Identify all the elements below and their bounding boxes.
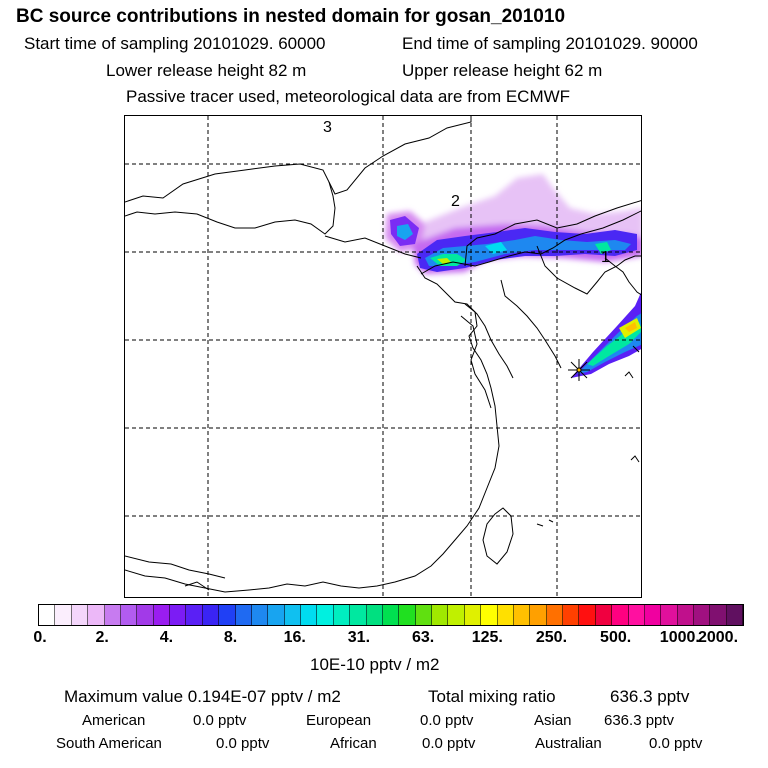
colorbar-tick-label: 16. <box>283 629 306 646</box>
colorbar-segment <box>219 605 236 625</box>
source-value-european: 0.0 pptv <box>420 712 474 729</box>
colorbar-segment <box>55 605 72 625</box>
map-panel: 3 2 1 <box>124 115 642 598</box>
colorbar-segment <box>235 605 252 625</box>
map-canvas: 3 2 1 <box>125 116 641 597</box>
colorbar-segment <box>677 605 694 625</box>
total-mixing-label: Total mixing ratio <box>428 687 556 706</box>
source-name-european: European <box>306 712 372 729</box>
source-name-australian: Australian <box>535 735 602 752</box>
colorbar-segment <box>268 605 285 625</box>
start-time-label: Start time of sampling 20101029. 60000 <box>24 34 326 53</box>
region-label-3: 3 <box>323 119 332 136</box>
colorbar-tick-label: 4. <box>159 629 174 646</box>
colorbar-segment <box>661 605 678 625</box>
colorbar-segment <box>579 605 596 625</box>
colorbar <box>38 604 744 626</box>
colorbar-segment <box>104 605 121 625</box>
colorbar-segment <box>628 605 645 625</box>
colorbar-tick-label: 8. <box>223 629 238 646</box>
colorbar-segment <box>366 605 383 625</box>
colorbar-segment <box>694 605 711 625</box>
coastal-plume <box>571 292 641 378</box>
colorbar-tick-label: 250. <box>535 629 568 646</box>
colorbar-segment <box>563 605 580 625</box>
plume-core <box>390 216 637 272</box>
colorbar-segment <box>153 605 170 625</box>
colorbar-tick-label: 2000. <box>697 629 739 646</box>
colorbar-segment <box>464 605 482 625</box>
colorbar-segment <box>448 605 465 625</box>
colorbar-segment <box>710 605 727 625</box>
colorbar-segment <box>350 605 367 625</box>
colorbar-segment <box>251 605 269 625</box>
end-time-label: End time of sampling 20101029. 90000 <box>402 34 698 53</box>
colorbar-tick-label: 2. <box>95 629 109 646</box>
total-mixing-value: 636.3 pptv <box>610 687 690 706</box>
region-label-1: 1 <box>601 249 610 266</box>
colorbar-tick-label: 0. <box>33 629 47 646</box>
colorbar-segment <box>513 605 531 625</box>
source-name-american: American <box>82 712 146 729</box>
colorbar-segment <box>595 605 613 625</box>
colorbar-segment <box>399 605 416 625</box>
colorbar-segment <box>382 605 400 625</box>
colorbar-segment <box>202 605 220 625</box>
colorbar-segment <box>432 605 449 625</box>
chart-title: BC source contributions in nested domain… <box>16 6 566 27</box>
colorbar-segment <box>644 605 662 625</box>
colorbar-tick-label: 1000. <box>659 629 700 646</box>
source-value-american: 0.0 pptv <box>193 712 247 729</box>
colorbar-segment <box>170 605 187 625</box>
source-value-african: 0.0 pptv <box>422 735 476 752</box>
receptor-star-icon <box>568 359 590 381</box>
region-label-2: 2 <box>451 193 460 210</box>
colorbar-segment <box>530 605 547 625</box>
colorbar-segment <box>612 605 629 625</box>
colorbar-segment <box>317 605 334 625</box>
colorbar-segment <box>120 605 138 625</box>
source-name-asian: Asian <box>534 712 572 729</box>
tracer-note: Passive tracer used, meteorological data… <box>126 87 571 106</box>
source-value-asian: 636.3 pptv <box>604 712 675 729</box>
colorbar-segment <box>137 605 154 625</box>
colorbar-tick-label: 63. <box>411 629 435 646</box>
colorbar-segment <box>726 605 744 625</box>
max-value-label: Maximum value 0.194E-07 pptv / m2 <box>64 687 341 706</box>
lower-release-label: Lower release height 82 m <box>106 61 307 80</box>
colorbar-segment <box>546 605 563 625</box>
colorbar-segment <box>71 605 89 625</box>
colorbar-segment <box>333 605 351 625</box>
source-value-australian: 0.0 pptv <box>649 735 703 752</box>
upper-release-label: Upper release height 62 m <box>402 61 603 80</box>
colorbar-segment <box>186 605 203 625</box>
colorbar-segment <box>284 605 301 625</box>
colorbar-segment <box>497 605 514 625</box>
colorbar-tick-label: 500. <box>600 629 632 646</box>
colorbar-segment <box>39 605 56 625</box>
grid-lines <box>125 116 641 597</box>
colorbar-segment <box>481 605 498 625</box>
colorbar-tick-label: 31. <box>347 629 371 646</box>
colorbar-segment <box>88 605 105 625</box>
colorbar-unit: 10E-10 pptv / m2 <box>310 655 440 674</box>
colorbar-tick-label: 125. <box>471 629 503 646</box>
coastline <box>125 116 641 593</box>
source-name-african: African <box>330 735 377 752</box>
source-value-south-american: 0.0 pptv <box>216 735 270 752</box>
colorbar-segment <box>415 605 432 625</box>
colorbar-segment <box>301 605 318 625</box>
source-name-south-american: South American <box>56 735 162 752</box>
